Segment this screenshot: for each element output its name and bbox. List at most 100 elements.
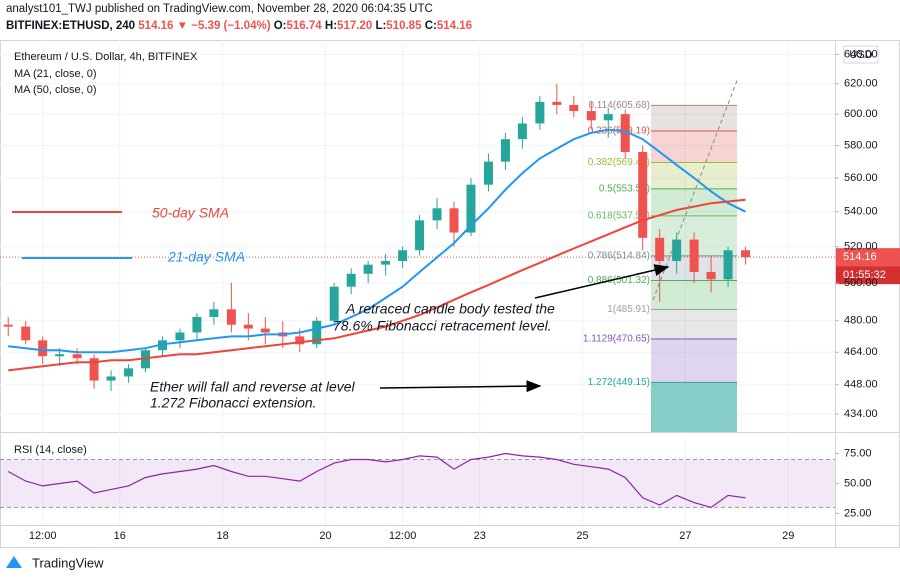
candle-body [741,250,751,258]
candle-body [381,261,391,265]
fib-label: 1.1129(470.65) [583,334,650,345]
y-tick-label: 75.00 [844,447,872,459]
candle-body [638,151,648,238]
rsi-title: RSI (14, close) [14,444,87,456]
fib-band [651,162,737,189]
annotation: A retraced candle body tested the [345,301,555,317]
y-tick-label: 500.00 [844,277,878,289]
x-tick-label: 20 [319,530,331,542]
ohlc-label: L: [375,20,387,32]
price-tag-label: 514.16 [843,251,877,263]
publisher: analyst101_TWJ published on TradingView.… [6,3,433,15]
candle-body [141,350,151,369]
candle-body [106,376,116,381]
x-tick-label: 16 [114,530,126,542]
change: ▼ −5.39 (−1.04%) [176,20,271,32]
candle-body [552,101,562,105]
y-tick-label: 580.00 [844,139,878,151]
candle-body [723,250,733,280]
annotation: 21-day SMA [167,249,245,265]
ohlc-value: 516.74 [286,20,322,32]
candle-body [432,208,442,221]
candle-body [175,332,185,341]
candle-body [517,123,527,140]
last: 514.16 [138,20,174,32]
y-tick-label: 448.00 [844,379,878,391]
candle-body [55,354,65,357]
ohlc-label: O: [273,20,287,32]
symbol: BITFINEX:ETHUSD, 240 [6,20,136,32]
fib-label: 0.618(537.55) [588,211,650,222]
rsi-line [7,452,746,509]
ohlc-value: 517.20 [337,20,373,32]
candle-body [192,316,202,333]
countdown: 01:55:32 [843,269,886,281]
y-tick-label: 25.00 [844,507,872,519]
candle-body [89,358,99,381]
candle-body [124,368,134,377]
arrow [534,264,670,299]
currency: USD [849,49,872,61]
candle-body [586,111,596,121]
candle-body [209,309,219,317]
rsi-band [0,459,835,508]
y-tick-label: 520.00 [844,241,878,253]
candle-body [38,340,48,357]
candle-body [466,184,476,233]
x-tick-label: 23 [474,530,486,542]
fib-label: 1(485.91) [607,304,650,315]
y-tick-label: 560.00 [844,172,878,184]
ohlc-label: C: [424,20,437,32]
candle-body [689,239,699,272]
x-tick-label: 12:00 [389,530,417,542]
fib-label: 0.886(501.32) [588,275,650,286]
annotation: 50-day SMA [152,205,229,221]
price-tag [836,248,900,267]
candle-body [3,324,13,327]
y-tick-label: 50.00 [844,477,872,489]
y-tick-label: 540.00 [844,206,878,218]
y-tick-label: 434.00 [844,408,878,420]
candle-body [535,101,545,124]
fib-band [651,105,737,131]
candle-body [21,326,31,341]
fib-band [651,339,737,383]
x-tick-label: 25 [576,530,588,542]
fib-band [651,309,737,340]
y-tick-label: 620.00 [844,78,878,90]
fib-label: 0.786(514.84) [588,251,650,262]
candle-body [260,328,270,333]
y-tick-label: 464.00 [844,346,878,358]
candle-body [226,309,236,325]
candle-body [346,273,356,287]
fib-label: 0.5(553.51) [599,183,650,194]
annotation: 1.272 Fibonacci extension. [150,395,317,411]
logo-icon [6,556,22,568]
candle-body [620,114,630,152]
candle-body [295,336,305,345]
annotation: 78.6% Fibonacci retracement level. [333,318,552,334]
y-tick-label: 640.00 [844,48,878,60]
candle-body [415,220,425,251]
trend-line [652,77,739,301]
y-tick-label: 600.00 [844,108,878,120]
candle-body [483,161,493,185]
candle-body [329,286,339,321]
arrow [379,380,542,393]
fib-label: 0.114(605.68) [588,100,650,111]
candle-body [312,320,322,345]
countdown-box [836,266,900,285]
candle-body [655,237,665,262]
annotation: Ether will fall and reverse at level [150,379,356,395]
candle-body [672,239,682,262]
x-tick-label: 29 [782,530,794,542]
fib-band [651,280,737,310]
logo: TradingView [32,555,104,570]
fib-label: 1.272(449.15) [588,377,650,388]
candle-body [569,104,579,112]
candle-body [706,271,716,280]
candle-body [449,208,459,233]
fib-band [651,382,737,432]
